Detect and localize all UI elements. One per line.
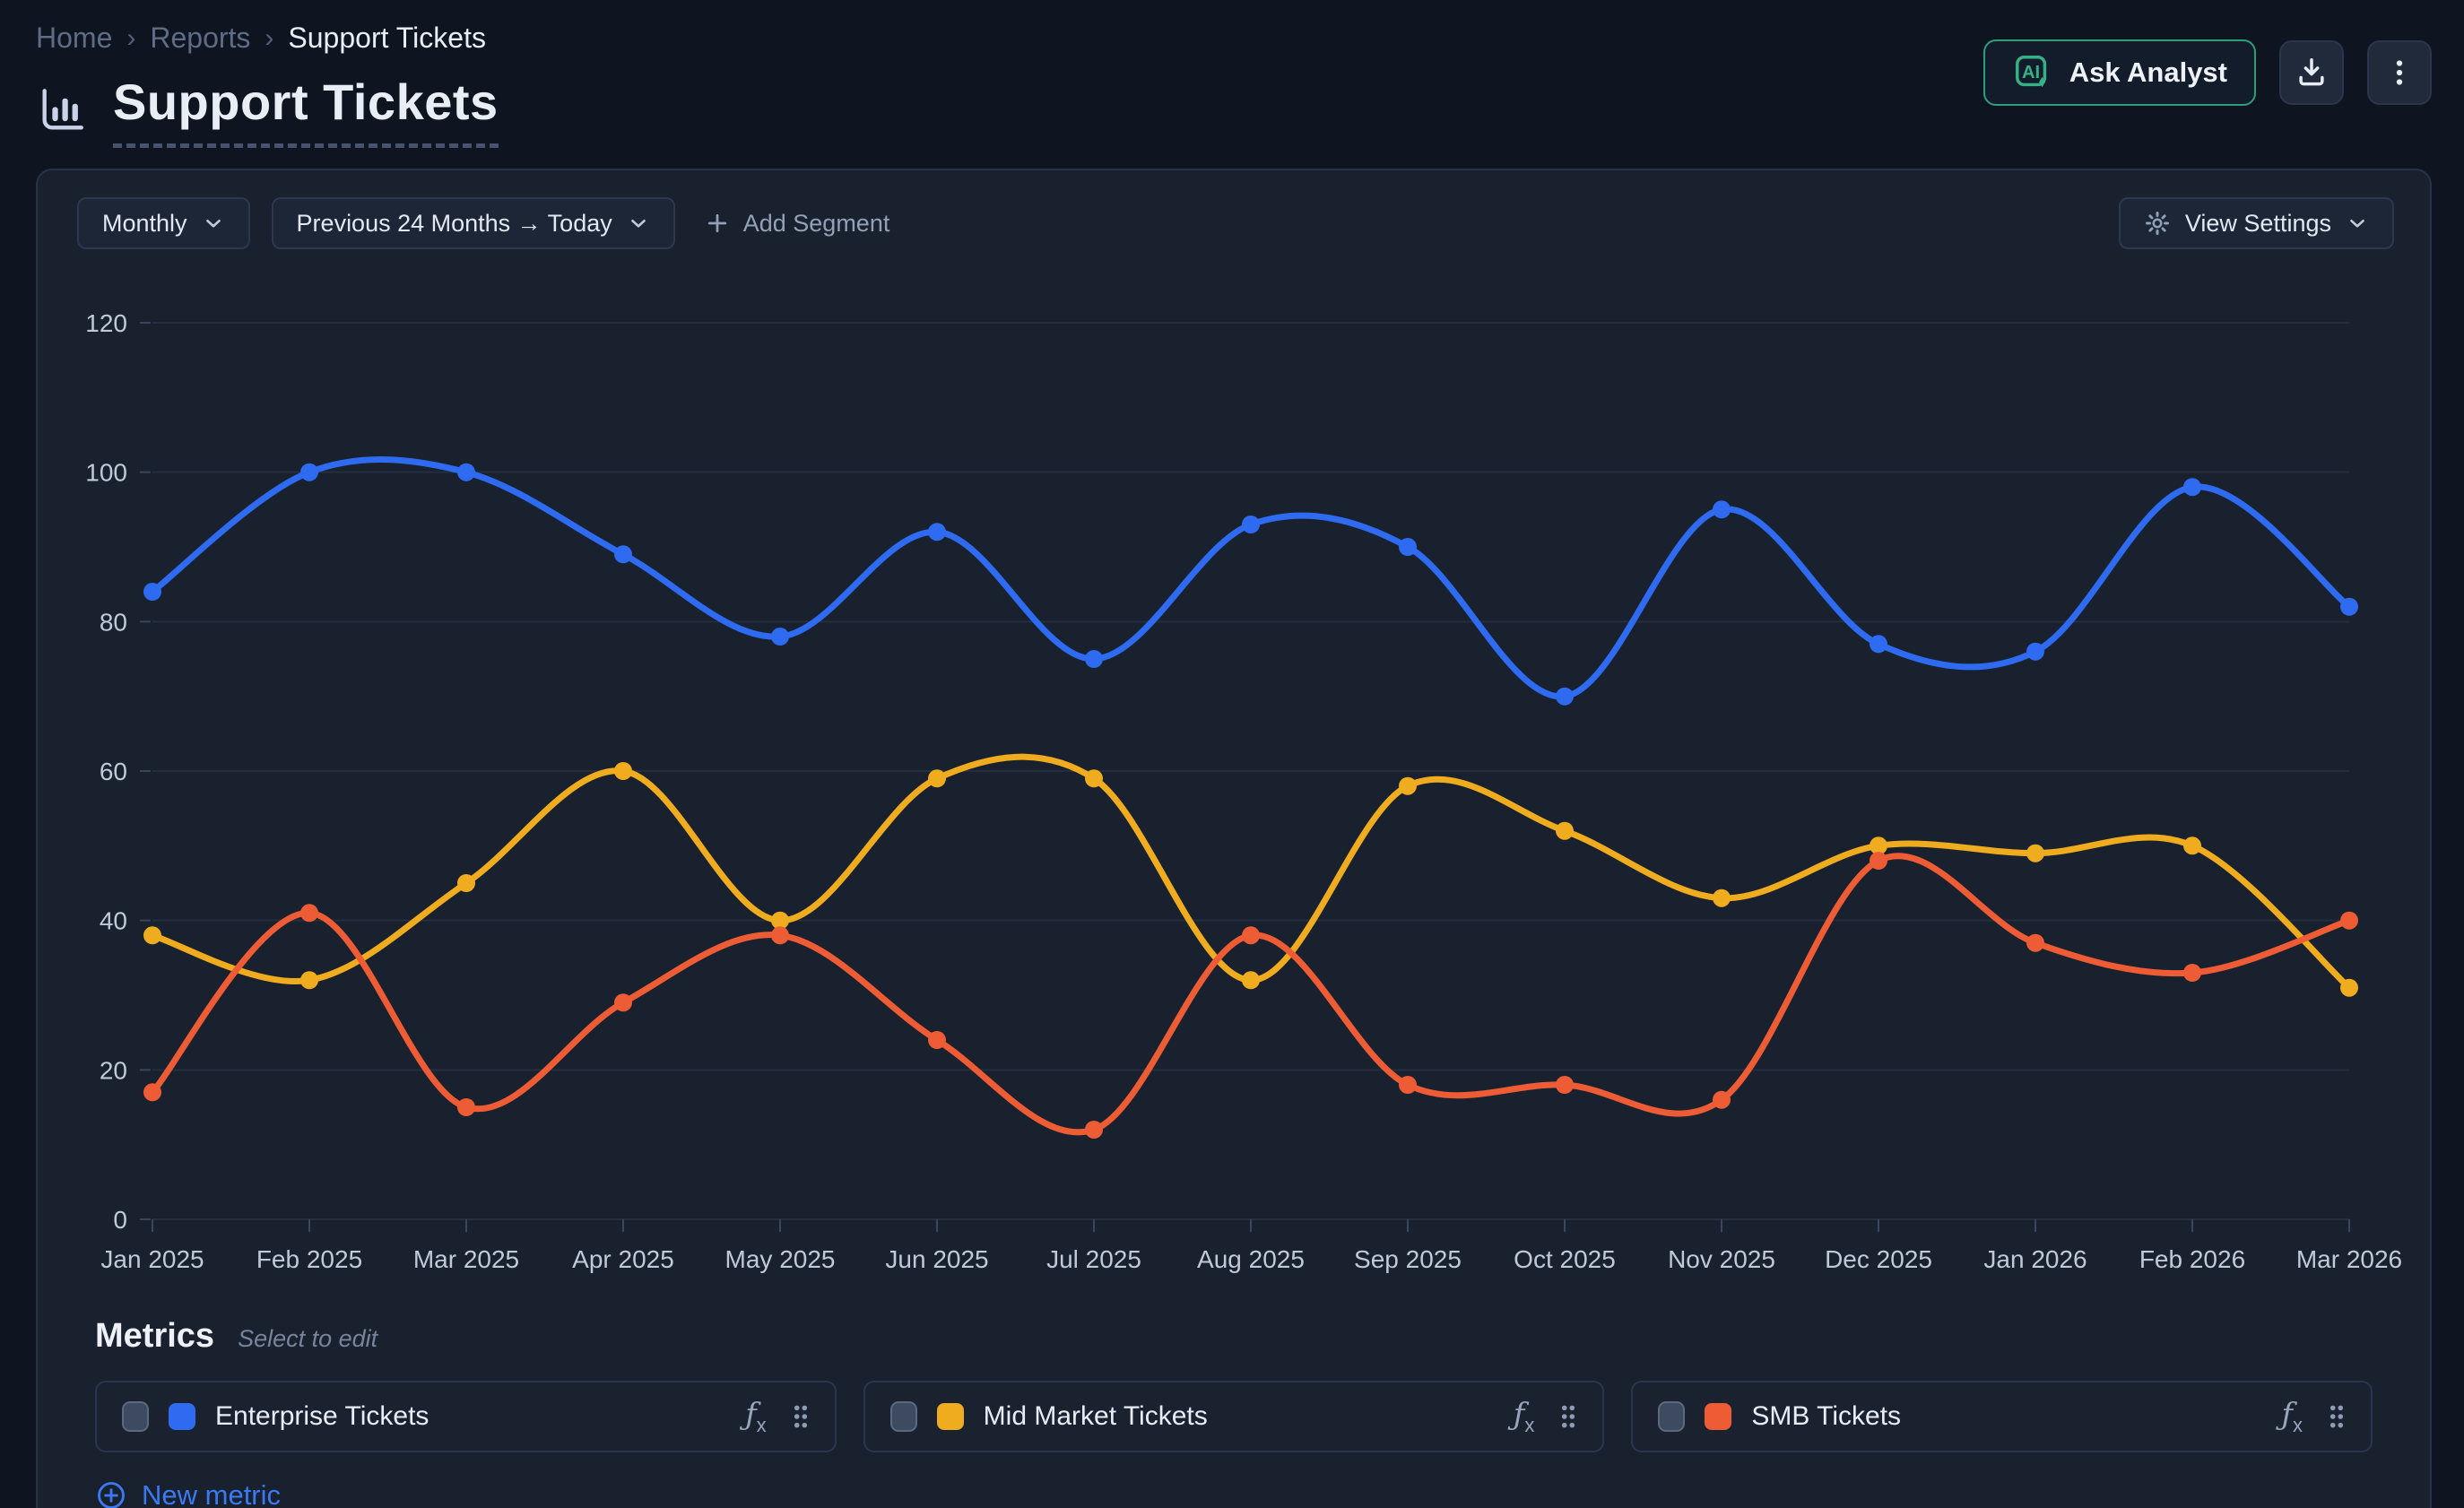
more-options-button[interactable] [2367,40,2432,105]
line-chart: 0 20 40 60 80 100 120 Jan 2025 Feb 2025 Mar 2025 A… [85,309,2402,1273]
svg-text:80: 80 [100,608,127,636]
series-color-swatch [936,1403,964,1430]
svg-text:40: 40 [100,907,127,935]
kebab-menu-icon [2396,60,2403,85]
breadcrumb: Home › Reports › Support Tickets [36,22,499,55]
svg-text:Feb 2025: Feb 2025 [256,1245,362,1273]
report-card: Monthly Previous 24 Months → Today Add S… [36,169,2432,1508]
breadcrumb-reports[interactable]: Reports [150,22,251,54]
gear-icon [2145,211,2169,236]
metrics-heading: Metrics [95,1317,215,1355]
drag-handle-icon[interactable] [1559,1403,1577,1430]
svg-text:Apr 2025: Apr 2025 [572,1245,674,1273]
svg-text:Mar 2026: Mar 2026 [2296,1245,2402,1273]
svg-text:Jan 2026: Jan 2026 [1983,1245,2087,1273]
svg-text:Aug 2025: Aug 2025 [1197,1245,1305,1273]
chart-toolbar: Monthly Previous 24 Months → Today Add S… [38,170,2430,249]
svg-text:Oct 2025: Oct 2025 [1514,1245,1616,1273]
ask-analyst-button[interactable]: AI Ask Analyst [1982,39,2256,106]
breadcrumb-current: Support Tickets [288,22,486,54]
granularity-value: Monthly [102,209,187,237]
svg-text:100: 100 [85,459,127,487]
svg-text:May 2025: May 2025 [725,1245,836,1273]
granularity-dropdown[interactable]: Monthly [77,197,250,249]
download-button[interactable] [2279,40,2344,105]
formula-icon[interactable]: ƒx [1513,1396,1535,1436]
new-metric-button[interactable]: New metric [95,1479,2430,1508]
circle-plus-icon [98,1482,125,1508]
metric-label: SMB Tickets [1751,1401,1902,1431]
formula-icon[interactable]: ƒx [2281,1396,2303,1436]
metric-card-enterprise[interactable]: Enterprise Tickets ƒx [95,1381,837,1452]
svg-text:Jun 2025: Jun 2025 [885,1245,988,1273]
ask-analyst-label: Ask Analyst [2069,56,2227,88]
view-settings-dropdown[interactable]: View Settings [2118,197,2394,249]
view-settings-label: View Settings [2184,209,2331,237]
formula-icon[interactable]: ƒx [745,1396,767,1436]
drag-handle-icon[interactable] [2328,1403,2346,1430]
chevron-down-icon [2350,219,2364,228]
date-range-value: Previous 24 Months → Today [296,209,612,237]
svg-text:Nov 2025: Nov 2025 [1668,1245,1775,1273]
page-header: Home › Reports › Support Tickets Support… [36,22,499,148]
breadcrumb-home[interactable]: Home [36,22,113,54]
metric-label: Mid Market Tickets [983,1401,1208,1431]
svg-text:Feb 2026: Feb 2026 [2139,1245,2245,1273]
svg-text:Sep 2025: Sep 2025 [1354,1245,1462,1273]
metric-checkbox[interactable] [889,1401,917,1432]
svg-text:AI: AI [2022,63,2040,82]
date-range-dropdown[interactable]: Previous 24 Months → Today [271,197,675,249]
metric-list: Enterprise Tickets ƒx Mid Market Tickets… [95,1381,2373,1452]
svg-text:Mar 2025: Mar 2025 [413,1245,519,1273]
download-icon [2299,58,2324,86]
bar-chart-icon [42,89,83,130]
series-color-swatch [169,1403,195,1430]
metric-checkbox[interactable] [122,1401,149,1432]
svg-text:60: 60 [100,758,127,785]
svg-text:20: 20 [100,1056,127,1084]
header-actions: AI Ask Analyst [1982,39,2432,106]
svg-text:0: 0 [113,1206,127,1234]
svg-text:Jul 2025: Jul 2025 [1046,1245,1141,1273]
drag-handle-icon[interactable] [792,1403,810,1430]
page-title: Support Tickets [113,73,499,148]
breadcrumb-separator: › [126,22,136,53]
metric-card-midmarket[interactable]: Mid Market Tickets ƒx [863,1381,1605,1452]
metric-checkbox[interactable] [1658,1401,1686,1432]
chevron-down-icon [205,219,221,228]
svg-text:Dec 2025: Dec 2025 [1825,1245,1932,1273]
ai-sparkle-icon: AI [2015,56,2046,88]
series-color-swatch [1705,1403,1732,1430]
metrics-hint: Select to edit [238,1325,378,1352]
new-metric-label: New metric [142,1479,282,1508]
add-segment-label: Add Segment [742,209,890,237]
metric-label: Enterprise Tickets [215,1401,429,1431]
plus-icon [707,213,726,233]
add-segment-button[interactable]: Add Segment [704,209,890,238]
metric-card-smb[interactable]: SMB Tickets ƒx [1631,1381,2373,1452]
svg-text:Jan 2025: Jan 2025 [100,1245,204,1273]
svg-text:120: 120 [85,309,127,337]
chevron-down-icon [630,219,646,228]
breadcrumb-separator: › [265,22,274,53]
